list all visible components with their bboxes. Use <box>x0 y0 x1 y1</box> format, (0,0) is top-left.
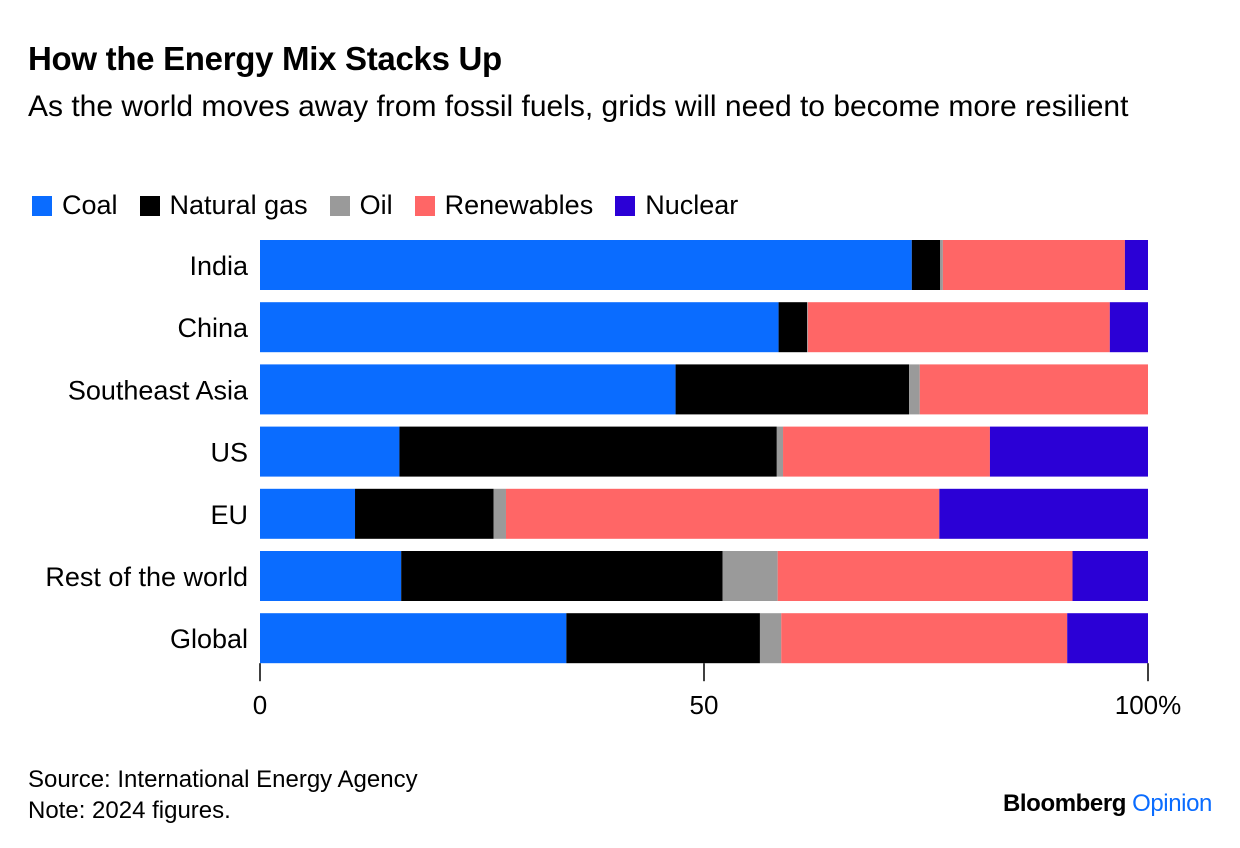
category-label-eu: EU <box>210 500 248 530</box>
legend-swatch-coal <box>32 195 52 216</box>
x-tick-label-0: 0 <box>253 690 267 720</box>
bar-eu-natural-gas <box>355 488 494 539</box>
chart-subtitle: As the world moves away from fossil fuel… <box>28 90 1129 123</box>
bar-eu-coal <box>260 488 356 539</box>
bar-global-renewables <box>781 613 1068 664</box>
bar-southeast-asia-oil <box>909 364 920 415</box>
legend-label-nuclear: Nuclear <box>645 190 739 220</box>
bar-us-coal <box>260 426 400 477</box>
bar-us-natural-gas <box>399 426 777 477</box>
figures-note: Note: 2024 figures. <box>28 797 231 824</box>
brand-logo: Bloomberg Opinion <box>1003 790 1212 818</box>
x-tick-label-50: 50 <box>690 690 719 720</box>
bar-rest-of-the-world-natural-gas <box>401 551 723 601</box>
bar-eu-oil <box>493 488 506 539</box>
category-label-rest-of-the-world: Rest of the world <box>45 562 248 592</box>
legend-item-oil: Oil <box>329 190 393 221</box>
legend-swatch-oil <box>329 195 350 216</box>
bar-india-nuclear <box>1124 240 1148 290</box>
category-label-global: Global <box>170 624 248 654</box>
brand-accent: Opinion <box>1132 790 1212 817</box>
brand-name: Bloomberg <box>1002 790 1127 817</box>
legend-item-nuclear: Nuclear <box>615 190 738 221</box>
category-label-us: US <box>210 438 248 468</box>
bar-china-oil <box>807 302 808 353</box>
legend-label-natural-gas: Natural gas <box>169 190 308 220</box>
bar-china-natural-gas <box>778 302 808 353</box>
bar-southeast-asia-renewables <box>919 364 1148 415</box>
bar-us-nuclear <box>989 426 1148 477</box>
legend: Coal Natural gas Oil Renewables Nuclear <box>32 190 760 221</box>
legend-item-renewables: Renewables <box>414 190 594 221</box>
bar-india-renewables <box>942 240 1125 290</box>
bar-us-oil <box>776 426 784 477</box>
bar-global-oil <box>759 613 782 664</box>
category-label-southeast-asia: Southeast Asia <box>68 375 249 405</box>
bar-rest-of-the-world-nuclear <box>1072 551 1148 601</box>
legend-swatch-renewables <box>414 195 435 216</box>
legend-item-coal: Coal <box>32 190 118 221</box>
source-note: Source: International Energy Agency <box>28 766 418 793</box>
bar-china-coal <box>260 302 779 353</box>
bar-global-natural-gas <box>566 613 760 664</box>
bar-china-renewables <box>807 302 1110 353</box>
legend-label-coal: Coal <box>62 190 118 220</box>
legend-label-renewables: Renewables <box>444 190 594 220</box>
category-label-india: India <box>189 251 249 281</box>
bar-global-coal <box>260 613 567 664</box>
bar-southeast-asia-coal <box>260 364 676 415</box>
stacked-bar-chart: India China Southeast Asia US EU Rest of the … <box>45 240 1182 720</box>
bar-global-nuclear <box>1067 613 1148 664</box>
legend-swatch-nuclear <box>615 195 636 216</box>
bar-eu-nuclear <box>939 488 1148 539</box>
footer: Source: International Energy Agency Note… <box>28 764 418 826</box>
bar-rest-of-the-world-renewables <box>777 551 1073 601</box>
bar-india-oil <box>940 240 943 290</box>
chart-title: How the Energy Mix Stacks Up <box>28 40 502 77</box>
legend-item-natural-gas: Natural gas <box>139 190 308 221</box>
bar-india-natural-gas <box>911 240 941 290</box>
bar-us-renewables <box>783 426 990 477</box>
bar-china-nuclear <box>1109 302 1148 353</box>
bar-india-coal <box>260 240 912 290</box>
legend-swatch-natural-gas <box>139 195 160 216</box>
bar-rest-of-the-world-oil <box>722 551 778 601</box>
bar-eu-renewables <box>505 488 940 539</box>
category-label-china: China <box>177 313 249 343</box>
x-tick-label-100: 100% <box>1115 690 1182 720</box>
bar-southeast-asia-natural-gas <box>675 364 910 415</box>
bar-rest-of-the-world-coal <box>260 551 402 601</box>
legend-label-oil: Oil <box>359 190 393 220</box>
